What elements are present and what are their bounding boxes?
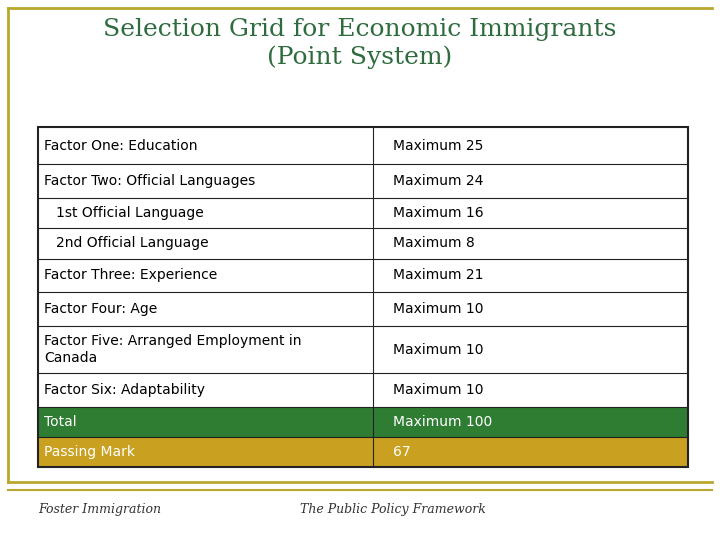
Text: Total: Total [44, 415, 76, 429]
Text: Selection Grid for Economic Immigrants
(Point System): Selection Grid for Economic Immigrants (… [103, 18, 617, 69]
Text: 1st Official Language: 1st Official Language [56, 206, 204, 220]
Text: Maximum 16: Maximum 16 [392, 206, 483, 220]
Text: Passing Mark: Passing Mark [44, 445, 135, 459]
Text: Factor Four: Age: Factor Four: Age [44, 302, 157, 316]
Text: Factor One: Education: Factor One: Education [44, 139, 197, 153]
Bar [38, 407, 688, 437]
Text: Factor Six: Adaptability: Factor Six: Adaptability [44, 383, 205, 397]
Bar [38, 373, 688, 407]
Bar [38, 127, 688, 467]
Text: Factor Two: Official Languages: Factor Two: Official Languages [44, 174, 256, 188]
Bar [38, 127, 688, 165]
Text: Maximum 10: Maximum 10 [392, 302, 483, 316]
Bar [38, 198, 688, 228]
Text: Factor Five: Arranged Employment in
Canada: Factor Five: Arranged Employment in Cana… [44, 334, 302, 365]
Bar [38, 437, 688, 467]
Bar [38, 165, 688, 198]
Bar [38, 228, 688, 259]
Text: 2nd Official Language: 2nd Official Language [56, 237, 209, 251]
Text: Maximum 10: Maximum 10 [392, 342, 483, 356]
Text: The Public Policy Framework: The Public Policy Framework [300, 503, 486, 516]
Bar [38, 292, 688, 326]
Text: Factor Three: Experience: Factor Three: Experience [44, 268, 217, 282]
Bar [38, 259, 688, 292]
Text: Maximum 10: Maximum 10 [392, 383, 483, 397]
Text: 67: 67 [392, 445, 410, 459]
Text: Maximum 21: Maximum 21 [392, 268, 483, 282]
Text: Foster Immigration: Foster Immigration [38, 503, 161, 516]
Text: Maximum 8: Maximum 8 [392, 237, 474, 251]
Text: Maximum 24: Maximum 24 [392, 174, 483, 188]
Text: Maximum 25: Maximum 25 [392, 139, 483, 153]
Bar [38, 326, 688, 373]
Text: Maximum 100: Maximum 100 [392, 415, 492, 429]
